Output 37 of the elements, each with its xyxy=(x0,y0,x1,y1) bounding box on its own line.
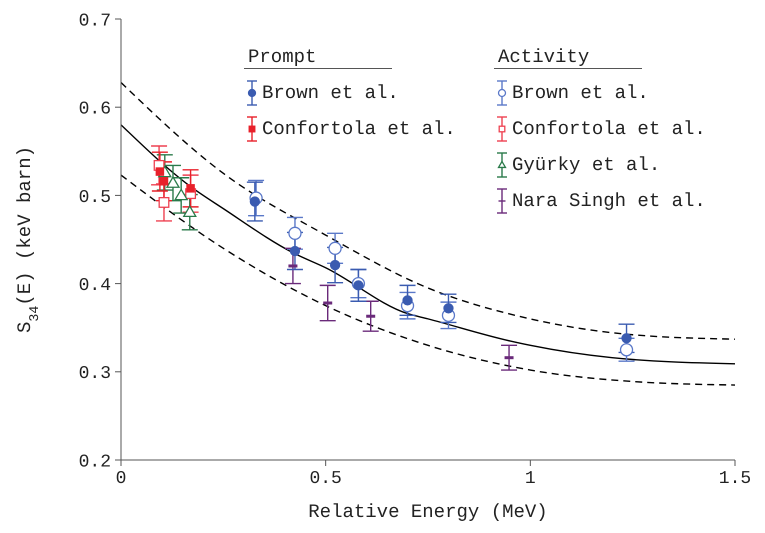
point xyxy=(186,184,195,193)
point xyxy=(290,246,300,256)
x-tick-label: 0 xyxy=(116,468,126,489)
legend-label: Confortola et al. xyxy=(262,118,456,140)
point xyxy=(330,260,340,270)
point xyxy=(183,206,196,218)
legend-label: Brown et al. xyxy=(262,82,399,104)
point xyxy=(402,295,413,306)
legend-label: Gyürky et al. xyxy=(512,154,660,176)
y-tick-label: 0.3 xyxy=(78,364,111,384)
y-tick-label: 0.5 xyxy=(78,188,111,208)
point xyxy=(443,303,454,314)
y-tick-label: 0.6 xyxy=(78,100,111,120)
annotation: Activity xyxy=(494,46,642,69)
point xyxy=(160,177,168,186)
point xyxy=(174,188,188,200)
y-tick-label: 0.4 xyxy=(78,276,111,296)
legend-label: Brown et al. xyxy=(512,82,649,104)
legend-label: Confortola et al. xyxy=(512,118,706,140)
x-tick-label: 0.5 xyxy=(309,468,342,489)
point xyxy=(156,167,164,176)
x-tick-label: 1.5 xyxy=(718,468,752,489)
y-tick-label: 0.7 xyxy=(78,11,111,32)
y-tick-label: 0.2 xyxy=(78,452,111,472)
point xyxy=(621,333,632,344)
point xyxy=(288,226,302,240)
point xyxy=(353,280,364,291)
point xyxy=(166,176,180,188)
point xyxy=(620,343,634,356)
line-series xyxy=(121,174,735,386)
annotation: Prompt xyxy=(244,46,392,69)
x-tick-label: 1 xyxy=(524,468,536,489)
x-axis-title: Relative Energy (MeV) xyxy=(308,501,548,523)
legend-label: Nara Singh et al. xyxy=(512,190,706,212)
point xyxy=(328,242,342,255)
point xyxy=(158,197,170,208)
point xyxy=(250,196,260,207)
